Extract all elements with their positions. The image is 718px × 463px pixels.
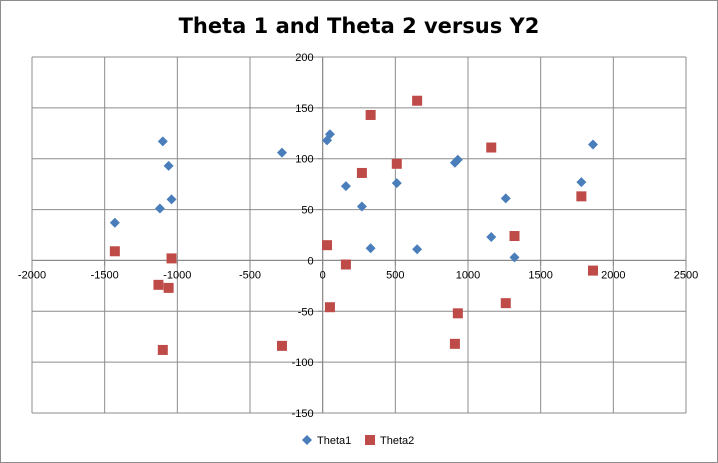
axes bbox=[31, 56, 687, 414]
theta2-point bbox=[322, 240, 333, 251]
theta2-point bbox=[452, 308, 463, 319]
x-tick-label: 2000 bbox=[601, 269, 625, 281]
data-points bbox=[109, 95, 598, 355]
series-theta2 bbox=[109, 95, 598, 355]
theta2-point bbox=[486, 142, 497, 153]
legend: Theta1 Theta2 bbox=[302, 435, 414, 447]
theta2-legend-label: Theta2 bbox=[380, 435, 414, 447]
theta2-point bbox=[157, 344, 168, 355]
theta1-point bbox=[163, 160, 174, 171]
x-tick-label: 0 bbox=[320, 269, 326, 281]
theta1-point bbox=[509, 252, 520, 263]
theta2-point bbox=[324, 302, 335, 313]
theta1-legend-marker bbox=[302, 435, 312, 445]
x-tick-label: 2500 bbox=[674, 269, 698, 281]
tick-labels: -2000 -1500 -1000 -500 0 500 1000 1500 2000 2500-… bbox=[18, 52, 698, 420]
x-tick-label: 1500 bbox=[528, 269, 552, 281]
theta2-point bbox=[163, 282, 174, 293]
y-tick-label: 200 bbox=[295, 52, 313, 64]
theta2-point bbox=[449, 338, 460, 349]
x-tick-label: -1500 bbox=[91, 269, 119, 281]
theta1-point bbox=[391, 178, 402, 189]
theta1-point bbox=[452, 154, 463, 165]
theta1-point bbox=[276, 147, 287, 158]
theta2-point bbox=[365, 109, 376, 120]
theta2-point bbox=[576, 191, 587, 202]
x-tick-label: 1000 bbox=[456, 269, 480, 281]
theta2-point bbox=[153, 279, 164, 290]
x-tick-label: -500 bbox=[239, 269, 261, 281]
theta1-point bbox=[340, 181, 351, 192]
theta2-point bbox=[500, 298, 511, 309]
theta1-point bbox=[166, 194, 177, 205]
y-tick-label: 100 bbox=[295, 154, 313, 166]
theta2-point bbox=[391, 158, 402, 169]
y-tick-label: 0 bbox=[308, 255, 314, 267]
y-tick-label: 150 bbox=[295, 103, 313, 115]
y-tick-label: 50 bbox=[301, 205, 313, 217]
theta1-point bbox=[500, 193, 511, 204]
theta2-point bbox=[276, 340, 287, 351]
theta2-legend-marker bbox=[365, 435, 375, 445]
theta2-point bbox=[340, 259, 351, 270]
theta1-point bbox=[412, 244, 423, 255]
theta1-point bbox=[486, 232, 497, 243]
theta2-point bbox=[412, 95, 423, 106]
theta2-point bbox=[587, 265, 598, 276]
y-tick-label: -100 bbox=[292, 357, 314, 369]
y-tick-label: -50 bbox=[298, 306, 314, 318]
theta1-point bbox=[324, 129, 335, 140]
theta1-point bbox=[365, 243, 376, 254]
theta2-point bbox=[356, 167, 367, 178]
theta1-point bbox=[157, 136, 168, 147]
theta1-point bbox=[587, 139, 598, 150]
series-theta1 bbox=[109, 129, 598, 263]
x-tick-label: -1000 bbox=[163, 269, 191, 281]
theta1-point bbox=[356, 201, 367, 212]
theta1-point bbox=[109, 217, 120, 228]
x-tick-label: -2000 bbox=[18, 269, 46, 281]
y-tick-label: -150 bbox=[292, 408, 314, 420]
theta2-point bbox=[166, 253, 177, 264]
theta2-point bbox=[509, 231, 520, 242]
theta1-point bbox=[154, 203, 165, 214]
gridlines bbox=[31, 56, 687, 414]
chart-title: Theta 1 and Theta 2 versus Y2 bbox=[178, 14, 540, 38]
theta1-point bbox=[576, 177, 587, 188]
theta2-point bbox=[109, 246, 120, 257]
theta1-legend-label: Theta1 bbox=[317, 435, 351, 447]
x-tick-label: 500 bbox=[386, 269, 404, 281]
